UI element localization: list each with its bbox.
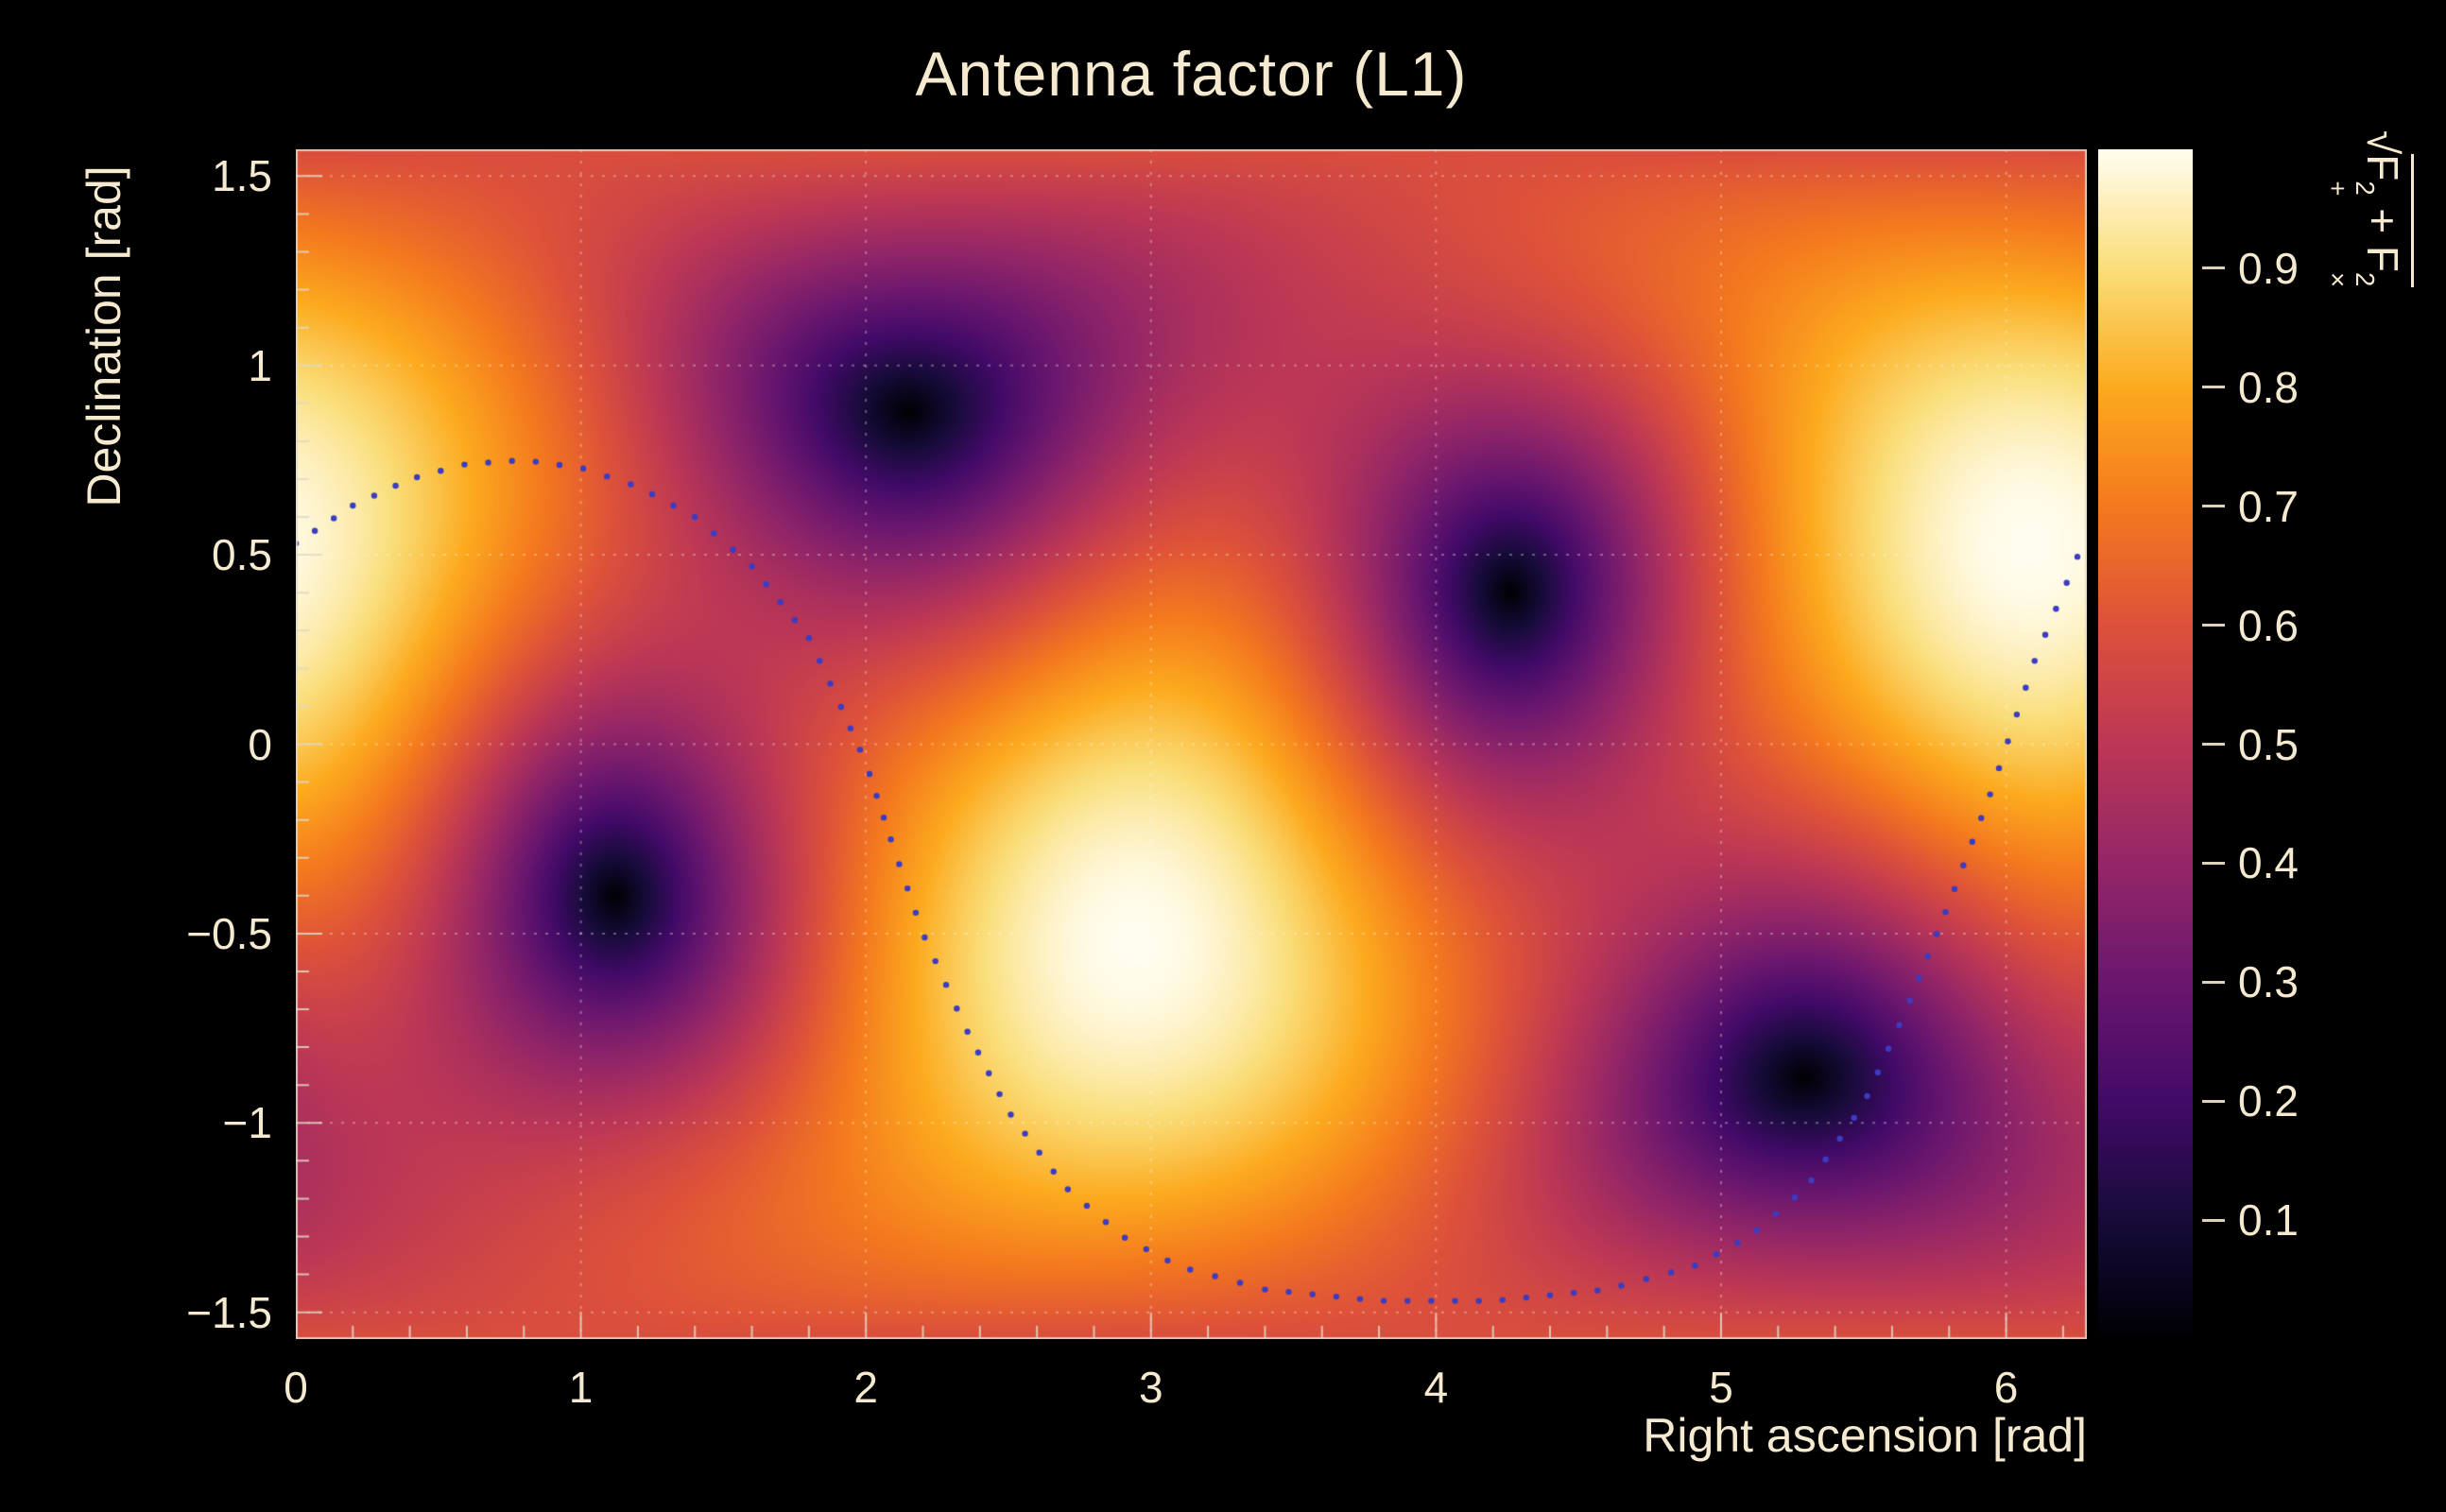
- x-tick-label: 6: [1993, 1363, 2019, 1412]
- y-tick-label: 0.5: [212, 530, 272, 580]
- radical-sign: √: [2358, 130, 2407, 155]
- plot-title: Antenna factor (L1): [915, 39, 1468, 109]
- y-tick-label: 1: [248, 340, 272, 390]
- x-tick-label: 1: [568, 1363, 594, 1412]
- y-tick-label: −0.5: [186, 908, 272, 958]
- colorbar-tick: [2202, 980, 2225, 984]
- z-tick-label: 0.9: [2238, 243, 2299, 293]
- y-tick-label: 1.5: [212, 151, 272, 201]
- colorbar-tick: [2202, 861, 2225, 865]
- x-tick-label: 2: [853, 1363, 878, 1412]
- y-tick-label: 0: [248, 719, 272, 769]
- colorbar-tick: [2202, 386, 2225, 389]
- y-tick-label: −1: [222, 1098, 272, 1148]
- x-tick-label: 3: [1138, 1363, 1163, 1412]
- x-axis-title: Right ascension [rad]: [1643, 1409, 2087, 1462]
- z-tick-label: 0.5: [2238, 719, 2299, 769]
- x-tick-label: 5: [1709, 1363, 1733, 1412]
- f-plus-exponent: 2: [2350, 180, 2380, 196]
- colorbar-tick: [2202, 266, 2225, 270]
- colorbar-tick: [2202, 505, 2225, 508]
- z-tick-label: 0.8: [2238, 362, 2299, 412]
- f-plus-scripts: 2 +: [2322, 180, 2380, 197]
- colorbar-tick: [2202, 743, 2225, 746]
- y-tick-label: −1.5: [186, 1287, 272, 1337]
- z-tick-label: 0.4: [2238, 838, 2299, 888]
- x-tick-label: 4: [1423, 1363, 1449, 1412]
- z-tick-label: 0.3: [2238, 957, 2299, 1007]
- z-tick-label: 0.6: [2238, 600, 2299, 650]
- colorbar-tick: [2202, 1218, 2225, 1222]
- y-axis-title: Declination [rad]: [78, 165, 130, 507]
- plus-operator: +: [2358, 196, 2407, 246]
- z-tick-label: 0.2: [2238, 1076, 2299, 1126]
- f-plus-symbol: F: [2358, 154, 2407, 181]
- z-tick-label: 0.7: [2238, 481, 2299, 531]
- heatmap-canvas: [296, 149, 2087, 1339]
- f-plus-subscript: +: [2322, 180, 2352, 197]
- colorbar-tick: [2202, 1099, 2225, 1103]
- x-tick-label: 0: [284, 1363, 308, 1412]
- colorbar-gradient: [2098, 149, 2193, 1339]
- z-tick-label: 0.1: [2238, 1195, 2299, 1246]
- colorbar-tick: [2202, 624, 2225, 627]
